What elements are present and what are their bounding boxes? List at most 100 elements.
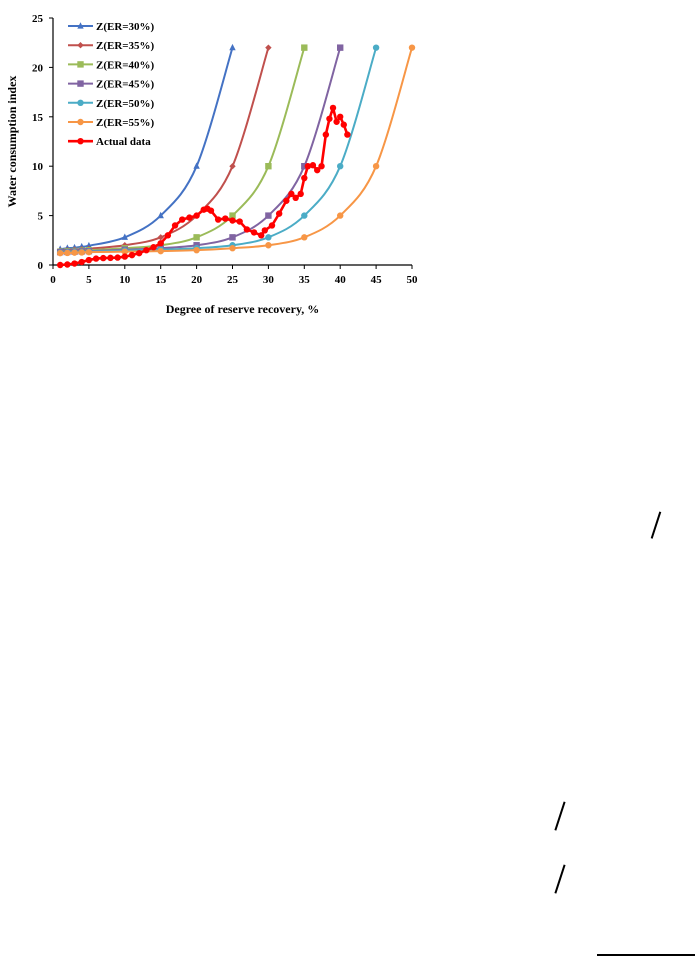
legend-swatch-marker — [77, 99, 84, 107]
data-point — [171, 222, 179, 229]
data-point — [107, 254, 114, 262]
data-point — [275, 210, 283, 217]
data-point — [193, 212, 200, 219]
data-point — [164, 232, 172, 239]
data-point — [292, 194, 299, 202]
legend-swatch-marker — [77, 138, 84, 145]
data-point — [283, 197, 290, 204]
data-point — [243, 226, 251, 233]
legend-swatch-marker — [77, 80, 84, 87]
x-tick-label: 25 — [227, 274, 239, 286]
x-tick-label: 30 — [263, 274, 275, 286]
data-point — [193, 234, 200, 241]
data-point — [193, 246, 200, 254]
data-point — [186, 214, 193, 221]
data-point — [92, 255, 100, 262]
data-point — [64, 261, 71, 268]
data-point — [100, 254, 107, 262]
data-point — [157, 234, 164, 241]
x-tick-label: 35 — [299, 274, 311, 286]
legend-label: Actual data — [96, 136, 151, 148]
data-point — [157, 240, 164, 247]
data-point — [207, 207, 215, 214]
data-point — [229, 217, 236, 224]
data-point — [121, 233, 128, 240]
data-point — [128, 251, 136, 259]
legend-label: Z(ER=55%) — [96, 117, 155, 129]
x-tick-label: 20 — [191, 274, 203, 286]
data-point — [309, 162, 317, 169]
y-tick-label: 10 — [32, 161, 44, 173]
x-tick-label: 5 — [86, 274, 92, 286]
data-point — [114, 254, 121, 261]
data-point — [337, 44, 344, 51]
data-point — [265, 163, 272, 170]
y-axis-title: Water consumption index — [5, 76, 19, 208]
data-point — [301, 212, 308, 219]
data-point — [222, 215, 229, 222]
data-point — [265, 44, 272, 51]
data-point — [250, 229, 258, 236]
plot-area: 0 5 10 15 20 25 30 35 40 45 50 0 5 10 15 20 25 — [32, 13, 418, 286]
series-actual-data — [56, 104, 351, 269]
data-point — [229, 163, 236, 170]
legend-label: Z(ER=45%) — [96, 79, 155, 91]
data-point — [157, 211, 164, 219]
data-point — [261, 227, 269, 234]
data-point — [301, 174, 308, 182]
data-point — [56, 261, 64, 269]
data-point — [301, 163, 308, 170]
y-tick-label: 25 — [32, 13, 44, 25]
data-point — [301, 234, 308, 241]
legend-label: Z(ER=30%) — [96, 21, 155, 33]
data-point — [135, 249, 143, 257]
legend-item: Actual data — [68, 136, 151, 148]
series-layer — [56, 43, 416, 269]
legend-label: Z(ER=35%) — [96, 40, 155, 52]
y-tick-label: 0 — [38, 260, 44, 272]
data-point — [372, 163, 380, 170]
series-z-er-45 — [56, 44, 344, 256]
data-point — [408, 44, 416, 51]
legend-item: Z(ER=55%) — [68, 117, 155, 129]
y-ticks: 0 5 10 15 20 25 — [32, 13, 53, 272]
x-tick-label: 40 — [335, 274, 347, 286]
data-point — [179, 216, 186, 223]
data-point — [333, 118, 340, 125]
legend-item: Z(ER=30%) — [68, 21, 155, 33]
data-point — [265, 212, 272, 219]
stray-horizontal-rule — [597, 954, 695, 956]
legend-item: Z(ER=50%) — [68, 98, 155, 110]
data-point — [236, 218, 243, 225]
x-tick-label: 15 — [155, 274, 167, 286]
data-point — [85, 248, 93, 256]
legend-item: Z(ER=35%) — [68, 40, 155, 52]
legend: Z(ER=30%) Z(ER=35%) Z(ER=40%) Z(ER=45%) Z(ER… — [68, 21, 155, 148]
data-point — [372, 44, 380, 51]
legend-item: Z(ER=45%) — [68, 79, 155, 91]
legend-swatch-marker — [77, 42, 84, 49]
data-point — [121, 248, 128, 255]
x-tick-label: 10 — [119, 274, 131, 286]
data-point — [329, 104, 337, 112]
y-tick-label: 5 — [38, 211, 44, 223]
legend-swatch-marker — [77, 22, 84, 29]
data-point — [71, 260, 78, 267]
data-point — [337, 212, 344, 219]
data-point — [78, 258, 85, 266]
data-point — [71, 249, 78, 256]
data-point — [150, 244, 157, 251]
data-point — [265, 242, 272, 249]
x-axis-title: Degree of reserve recovery, % — [166, 302, 320, 316]
series-z-er-55 — [56, 44, 416, 257]
legend-swatch-marker — [77, 118, 84, 126]
data-point — [288, 190, 295, 198]
data-point — [301, 44, 308, 51]
data-point — [314, 166, 321, 174]
data-point — [64, 249, 71, 257]
data-point — [297, 190, 304, 198]
data-point — [304, 163, 312, 170]
series-line — [60, 106, 349, 267]
data-point — [121, 253, 128, 260]
